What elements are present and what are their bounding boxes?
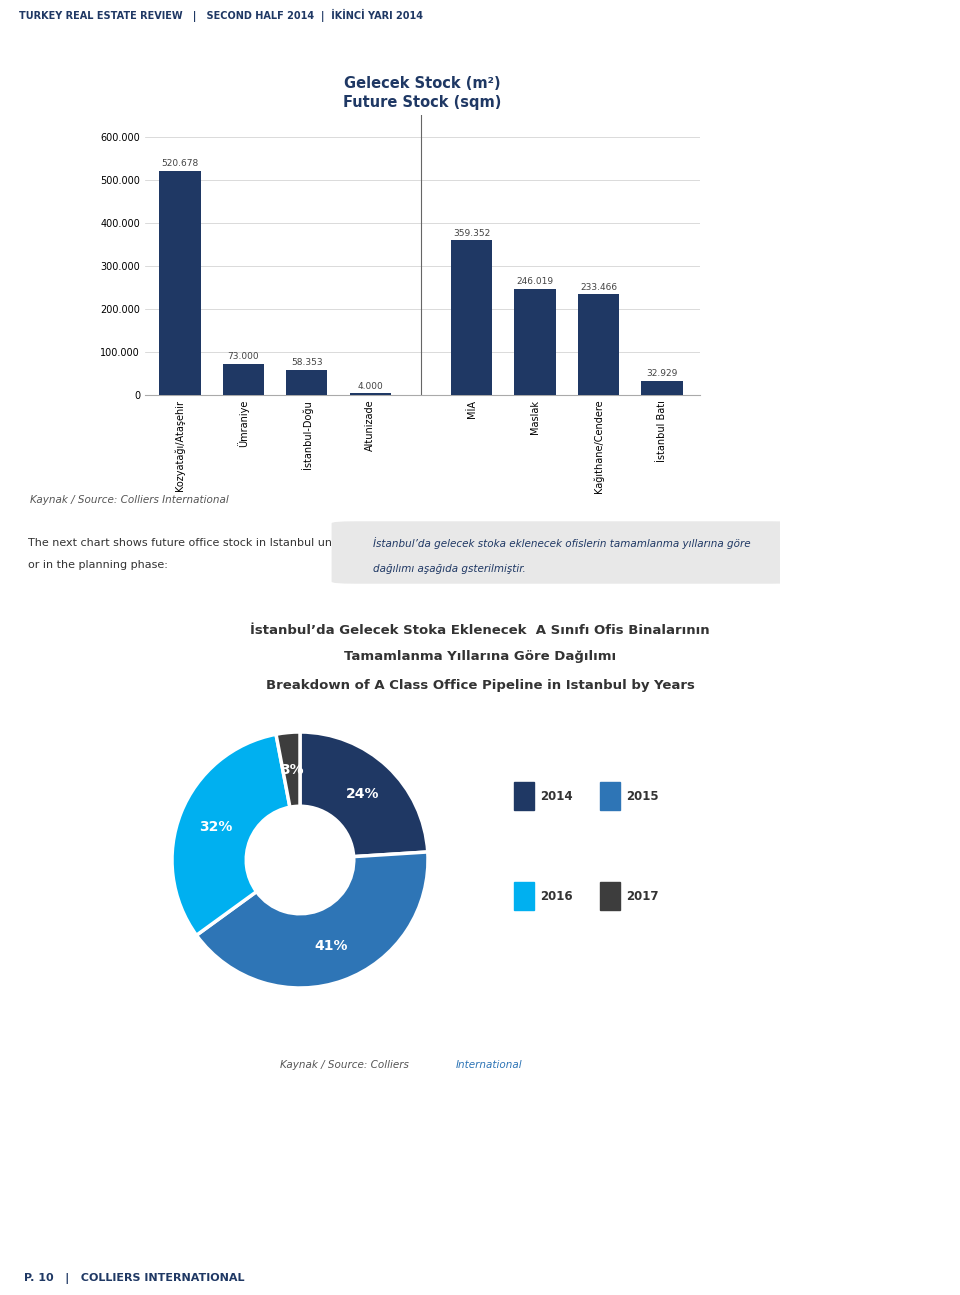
Bar — [600, 782, 620, 809]
Bar — [515, 289, 556, 395]
Text: 73.000: 73.000 — [228, 352, 259, 361]
Text: Tamamlanma Yıllarına Göre Dağılımı: Tamamlanma Yıllarına Göre Dağılımı — [344, 650, 616, 663]
Text: Breakdown of A Class Office Pipeline in Istanbul by Years: Breakdown of A Class Office Pipeline in … — [266, 679, 694, 692]
Bar — [223, 364, 264, 395]
Text: 359.352: 359.352 — [453, 229, 491, 237]
Bar — [159, 171, 201, 395]
Text: 4.000: 4.000 — [357, 382, 383, 391]
Text: TURKEY REAL ESTATE REVIEW   |   SECOND HALF 2014  |  İKİNCİ YARI 2014: TURKEY REAL ESTATE REVIEW | SECOND HALF … — [19, 9, 423, 22]
Text: The next chart shows future office stock in Istanbul under construction: The next chart shows future office stock… — [28, 537, 423, 548]
Text: International: International — [456, 1061, 522, 1070]
Wedge shape — [300, 732, 428, 856]
Bar — [514, 882, 534, 910]
Text: 58.353: 58.353 — [291, 359, 323, 368]
Text: 233.466: 233.466 — [580, 282, 617, 291]
Text: P. 10   |   COLLIERS INTERNATIONAL: P. 10 | COLLIERS INTERNATIONAL — [24, 1273, 245, 1285]
Text: dağılımı aşağıda gsterilmiştir.: dağılımı aşağıda gsterilmiştir. — [373, 563, 526, 574]
Wedge shape — [197, 852, 428, 988]
Text: 3%: 3% — [279, 763, 303, 777]
Text: 2014: 2014 — [540, 790, 572, 803]
Bar — [578, 294, 619, 395]
Text: Gelecek Stock (m²): Gelecek Stock (m²) — [345, 76, 501, 92]
Text: 32.929: 32.929 — [646, 369, 678, 378]
Text: 2016: 2016 — [540, 890, 572, 903]
Text: 24%: 24% — [346, 787, 379, 800]
Wedge shape — [172, 734, 290, 935]
Bar — [514, 782, 534, 809]
Text: or in the planning phase:: or in the planning phase: — [28, 561, 167, 571]
Bar — [600, 882, 620, 910]
Text: 246.019: 246.019 — [516, 277, 554, 286]
Bar — [641, 381, 683, 395]
Bar — [286, 370, 327, 395]
Bar — [451, 240, 492, 395]
Wedge shape — [276, 732, 300, 807]
Text: Kaynak / Source: Colliers International: Kaynak / Source: Colliers International — [30, 495, 228, 505]
Text: 2017: 2017 — [626, 890, 659, 903]
Text: Future Stock (sqm): Future Stock (sqm) — [344, 95, 502, 110]
FancyBboxPatch shape — [331, 522, 795, 584]
Bar — [349, 394, 391, 395]
Text: 2015: 2015 — [626, 790, 659, 803]
Text: 520.678: 520.678 — [161, 159, 199, 168]
Text: 41%: 41% — [314, 939, 348, 953]
Text: İstanbul’da Gelecek Stoka Eklenecek  A Sınıfı Ofis Binalarının: İstanbul’da Gelecek Stoka Eklenecek A Sı… — [251, 624, 709, 637]
Text: 32%: 32% — [199, 820, 232, 834]
Text: Kaynak / Source: Colliers: Kaynak / Source: Colliers — [280, 1061, 412, 1070]
Text: İstanbul’da gelecek stoka eklenecek ofislerin tamamlanma yıllarına göre: İstanbul’da gelecek stoka eklenecek ofis… — [373, 537, 751, 549]
